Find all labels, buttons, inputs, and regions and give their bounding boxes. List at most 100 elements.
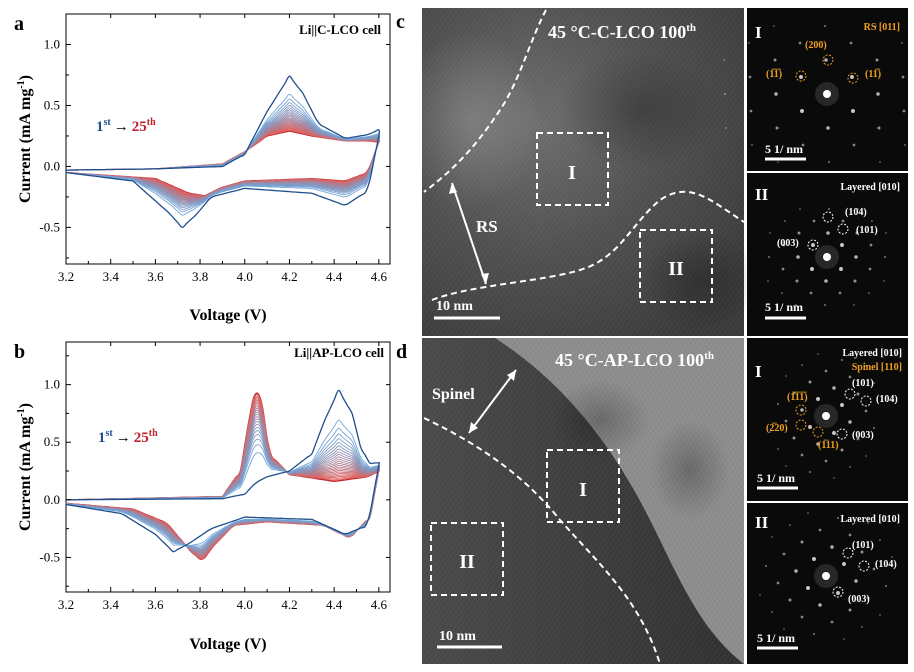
fft-roman-c1: I [755, 23, 762, 42]
y-tick-label-b: 1.0 [44, 377, 60, 392]
diffraction-spot [792, 436, 796, 440]
diffraction-spot [801, 143, 805, 147]
diffraction-spot [841, 219, 845, 223]
diffraction-spot [822, 412, 830, 420]
spot-label-d1-111: (1̅11) [818, 440, 839, 451]
rs-thickness-arrow [451, 182, 487, 285]
diffraction-spot [795, 279, 799, 283]
diffraction-spot [823, 24, 827, 28]
diffraction-spot [785, 465, 787, 467]
y-axis-label-b: Current (mA mg-1) [16, 403, 34, 531]
fft-scale-d1: 5 1/ nm [757, 471, 795, 485]
x-axis-label-a: Voltage (V) [189, 307, 266, 324]
diffraction-spot [855, 231, 859, 235]
diffraction-spot [800, 540, 804, 544]
scale-bar-label-d: 10 nm [439, 629, 476, 644]
diffraction-spot [822, 572, 830, 580]
diffraction-spot [903, 143, 907, 147]
diffraction-spot [818, 528, 822, 532]
spot-ring-d1-d [795, 404, 807, 416]
diffraction-spot [856, 437, 860, 441]
fft-c-2: II Layered [010] (104) (101) (003) 5 1/ … [747, 173, 908, 336]
cv-cycle-b-6 [65, 430, 380, 550]
diffraction-spot [840, 358, 844, 362]
fft-scale-c1: 5 1/ nm [765, 142, 803, 156]
spot-ring-c2-c [807, 239, 819, 251]
central-beam-glow [814, 564, 838, 588]
fft-c-1: I RS [011] (200) (1̅1̅) (11̅) 5 1/ nm [723, 8, 908, 171]
arrowhead-top-c [449, 183, 457, 194]
diffraction-spot [891, 556, 893, 558]
region-box-c1 [536, 132, 609, 206]
fft-d-2: II Layered [010] (101) (104) (003) 5 1/ … [747, 503, 908, 664]
spot-ring-c2-a [822, 211, 834, 223]
diffraction-spot [875, 25, 877, 27]
diffraction-spot [865, 455, 867, 457]
diffraction-spot [878, 538, 882, 542]
diffraction-spot [818, 603, 822, 607]
y-tick-label-a: 1.0 [44, 36, 60, 51]
bright-region-c [400, 30, 540, 210]
diffraction-spot [800, 408, 804, 412]
diffraction-spot [767, 280, 769, 282]
diffraction-spot [853, 279, 857, 283]
diffraction-spot [777, 161, 779, 163]
diffraction-spot [883, 255, 887, 259]
diffraction-spot [812, 557, 816, 561]
diffraction-spot [866, 596, 870, 600]
fft-roman-d2: II [755, 513, 769, 532]
diffraction-spot [836, 591, 840, 595]
spot-ring-d1-b [860, 395, 872, 407]
diffraction-spot [902, 109, 906, 113]
diffraction-spot [780, 291, 784, 295]
diffraction-spot [788, 523, 792, 527]
diffraction-spot [884, 584, 888, 588]
diffraction-spot [812, 219, 816, 223]
diffraction-spot [799, 208, 801, 210]
diffraction-spot [788, 598, 792, 602]
diffraction-spot [854, 255, 858, 259]
diffraction-spot [836, 516, 840, 520]
diffraction-spot [827, 207, 831, 211]
diffraction-spot [808, 380, 812, 384]
spot-ring-c1-a [822, 54, 834, 66]
diffraction-spot [840, 243, 844, 247]
diffraction-spot [783, 628, 785, 630]
diffraction-spot [816, 442, 820, 446]
diffraction-spot [853, 304, 855, 306]
diffraction-spot [795, 304, 797, 306]
diffraction-spot [817, 353, 819, 355]
lattice-fringes-d [422, 338, 744, 664]
central-beam-glow [814, 404, 838, 428]
diffraction-spot [870, 219, 874, 223]
diffraction-spot [809, 291, 813, 295]
diffraction-spot [824, 58, 828, 62]
diffraction-spot [879, 161, 881, 163]
layer-boundary-c [431, 190, 745, 301]
diffraction-spot [826, 126, 830, 130]
cv-cycle-a-3 [65, 98, 380, 213]
x-axis-label-b: Voltage (V) [189, 636, 266, 653]
diffraction-spot [798, 41, 802, 45]
region-box-d1 [546, 449, 620, 523]
diffraction-spot [875, 58, 879, 62]
x-tick-label-a: 3.2 [58, 269, 74, 284]
diffraction-spot [800, 363, 804, 367]
diffraction-spot [877, 126, 881, 130]
diffraction-spot [867, 291, 871, 295]
cell-label-a: Li||C-LCO cell [299, 22, 381, 37]
diffraction-spot [850, 75, 854, 79]
y-ticks-a: -0.5 0.0 0.5 1.0 [39, 13, 390, 259]
diffraction-spot [811, 243, 815, 247]
diffraction-spot [900, 41, 904, 45]
fft-scale-d2: 5 1/ nm [757, 631, 795, 645]
spot-label-c2-104: (104) [845, 207, 867, 218]
diffraction-spot [800, 109, 804, 113]
diffraction-spot [759, 594, 761, 596]
arrowhead-bottom-d [469, 422, 478, 433]
spot-label-d2-101: (101) [852, 540, 874, 551]
central-beam-glow [815, 245, 839, 269]
diffraction-spot [848, 420, 852, 424]
fft-zone-d2: Layered [010] [840, 514, 900, 525]
